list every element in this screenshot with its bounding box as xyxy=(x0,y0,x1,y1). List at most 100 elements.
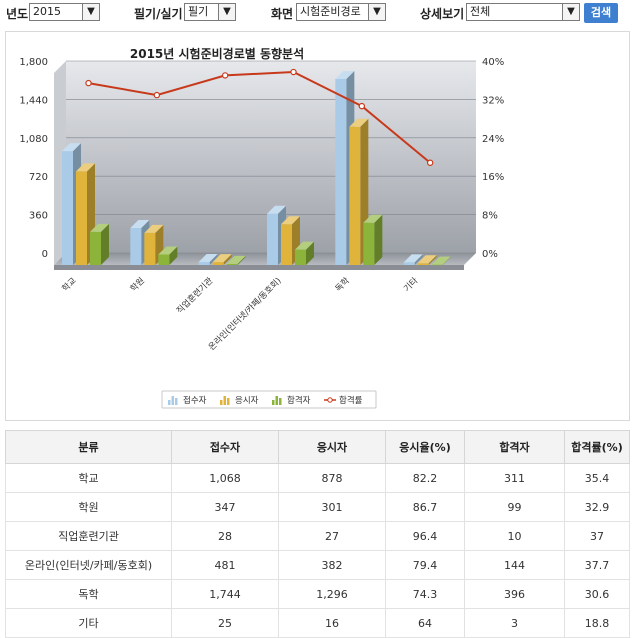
bar-top xyxy=(212,254,232,263)
legend-bar-icon xyxy=(223,396,226,405)
cell-applicants: 25 xyxy=(171,608,279,638)
cell-pass-rate: 18.8 xyxy=(564,608,630,638)
bar-top xyxy=(90,223,109,232)
detail-select[interactable]: 전체 ▼ xyxy=(466,3,580,21)
year-label: 년도 xyxy=(6,7,29,21)
plot-area xyxy=(54,61,476,270)
y-tick-label-right: 16% xyxy=(482,172,504,183)
cell-examinees: 301 xyxy=(278,492,386,522)
bar xyxy=(62,151,73,265)
table-row: 기타 25 16 64 3 18.8 xyxy=(5,608,630,638)
bar xyxy=(295,249,306,265)
table-header-row: 분류 접수자 응시자 응시율(%) 합격자 합격률(%) xyxy=(5,430,630,464)
cell-exam-rate: 96.4 xyxy=(385,521,465,551)
exam-type-select-value: 필기 xyxy=(188,5,209,18)
legend-label: 합격률 xyxy=(339,395,363,406)
bar xyxy=(90,231,101,265)
cell-applicants: 1,068 xyxy=(171,463,279,493)
bar-top xyxy=(349,118,369,127)
cell-passers: 311 xyxy=(464,463,565,493)
bar-side xyxy=(414,254,423,265)
cell-pass-rate: 37.7 xyxy=(564,550,630,580)
cell-exam-rate: 86.7 xyxy=(385,492,465,522)
x-tick-label: 직업훈련기관 xyxy=(174,275,215,316)
cell-category: 기타 xyxy=(5,608,172,638)
y-tick-label-right: 8% xyxy=(482,211,498,222)
bar xyxy=(335,78,347,265)
bar-side xyxy=(374,214,383,265)
col-header-exam-rate: 응시율(%) xyxy=(385,430,465,464)
bar-top xyxy=(363,214,383,223)
y-tick-label-right: 32% xyxy=(482,95,504,106)
chevron-down-icon: ▼ xyxy=(82,4,99,20)
bar xyxy=(226,263,238,265)
bar-side xyxy=(428,255,437,265)
legend-bar-icon xyxy=(279,398,282,405)
cell-applicants: 1,744 xyxy=(171,579,279,609)
cell-exam-rate: 79.4 xyxy=(385,550,465,580)
bars xyxy=(62,70,451,266)
legend-bar-icon xyxy=(220,400,223,405)
bar-top xyxy=(403,254,423,263)
col-header-passers: 합격자 xyxy=(464,430,565,464)
bar-side xyxy=(169,246,178,265)
bar xyxy=(349,126,361,265)
y-tick-label-right: 0% xyxy=(482,249,498,260)
cell-exam-rate: 82.2 xyxy=(385,463,465,493)
detail-select-value: 전체 xyxy=(470,5,491,18)
bar-top xyxy=(335,70,355,79)
bar-top xyxy=(431,256,451,265)
legend-box xyxy=(161,390,377,409)
table-row: 온라인(인터넷/카페/동호회) 481 382 79.4 144 37.7 xyxy=(5,550,630,580)
screen-label: 화면 xyxy=(271,7,294,21)
bar xyxy=(281,224,292,265)
cell-pass-rate: 35.4 xyxy=(564,463,630,493)
chevron-down-icon: ▼ xyxy=(562,4,579,20)
cell-category: 직업훈련기관 xyxy=(5,521,172,551)
cell-applicants: 28 xyxy=(171,521,279,551)
bar xyxy=(403,262,415,265)
bar xyxy=(198,262,210,265)
filter-bar: 년도 2015 ▼ 필기/실기 필기 ▼ 화면 시험준비경로 ▼ 상세보기 전체… xyxy=(0,0,635,26)
rate-point xyxy=(290,68,297,76)
x-tick-label: 학교 xyxy=(60,275,79,294)
col-header-category: 분류 xyxy=(5,430,172,464)
cell-exam-rate: 64 xyxy=(385,608,465,638)
cell-examinees: 878 xyxy=(278,463,386,493)
bar-top xyxy=(130,219,150,228)
bar-side xyxy=(442,256,451,265)
rate-point xyxy=(85,79,92,87)
bar-top xyxy=(267,205,286,214)
bar-top xyxy=(226,255,246,264)
bar-side xyxy=(101,223,109,265)
table-row: 학교 1,068 878 82.2 311 35.4 xyxy=(5,463,630,493)
legend-bar-icon xyxy=(275,396,278,405)
rate-point xyxy=(358,102,366,110)
search-button[interactable]: 검색 xyxy=(584,3,618,23)
data-table: 분류 접수자 응시자 응시율(%) 합격자 합격률(%) 학교 1,068 87… xyxy=(5,430,630,638)
exam-type-select[interactable]: 필기 ▼ xyxy=(184,3,236,21)
bar xyxy=(158,254,170,265)
cell-examinees: 16 xyxy=(278,608,386,638)
cell-category: 학원 xyxy=(5,492,172,522)
cell-pass-rate: 32.9 xyxy=(564,492,630,522)
cell-passers: 99 xyxy=(464,492,565,522)
exam-type-label: 필기/실기 xyxy=(134,7,183,21)
year-select[interactable]: 2015 ▼ xyxy=(29,3,100,21)
screen-select-value: 시험준비경로 xyxy=(300,5,361,18)
x-tick-label: 기타 xyxy=(402,276,420,294)
legend-bar-icon xyxy=(171,396,174,405)
cell-examinees: 27 xyxy=(278,521,386,551)
bar xyxy=(417,263,429,265)
screen-select[interactable]: 시험준비경로 ▼ xyxy=(296,3,386,21)
col-header-applicants: 접수자 xyxy=(171,430,279,464)
y-tick-label-left: 720 xyxy=(29,172,48,183)
bar xyxy=(76,171,87,265)
legend-label: 합격자 xyxy=(287,395,311,406)
bar-side xyxy=(209,254,218,265)
cell-category: 온라인(인터넷/카페/동호회) xyxy=(5,550,172,580)
legend-bar-icon xyxy=(272,400,275,405)
bar xyxy=(144,232,156,265)
